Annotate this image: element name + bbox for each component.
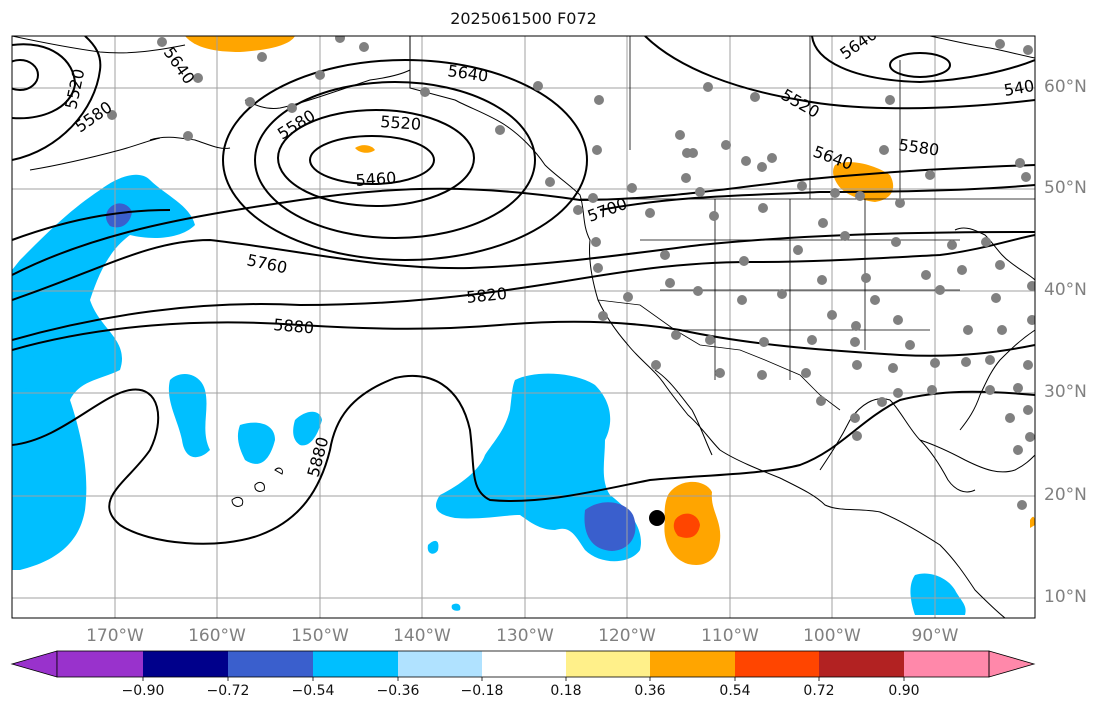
shading-strong-negative: [105, 203, 636, 551]
colorbar-min-extend: [10, 650, 58, 678]
colorbar-tick-label: 0.90: [888, 683, 920, 699]
shading-negative: [12, 174, 966, 615]
contour-label: 5520: [61, 67, 88, 111]
lon-label: 100°W: [803, 626, 861, 646]
lon-label: 110°W: [701, 626, 759, 646]
lon-label: 120°W: [598, 626, 656, 646]
graticule: [12, 36, 1035, 618]
station-markers: [107, 36, 1035, 510]
political-borders: [580, 36, 1035, 411]
lat-label: 60°N: [1044, 77, 1087, 97]
colorbar-tick-label: −0.36: [376, 683, 420, 699]
colorbar-tick-label: 0.36: [634, 683, 666, 699]
contour-label: 5640: [811, 142, 856, 174]
contour-label: 5640: [446, 61, 489, 85]
colorbar-tick-label: −0.54: [291, 683, 335, 699]
colorbar-tick-label: −0.72: [206, 683, 250, 699]
contour-label: 5640: [836, 24, 880, 63]
coastlines: [12, 36, 1035, 618]
lon-label: 160°W: [188, 626, 246, 646]
colorbar-tick-label: 0.54: [719, 683, 751, 699]
lat-label: 20°N: [1044, 485, 1087, 505]
colorbar-tick-label: −0.90: [121, 683, 165, 699]
contour-label: 5520: [380, 112, 422, 134]
lon-label: 90°W: [911, 626, 959, 646]
colorbar-max-extend: [988, 650, 1036, 678]
contour-label: 5880: [273, 315, 315, 337]
colorbar-tick-label: 0.18: [550, 683, 582, 699]
contour-label: 5640: [160, 43, 199, 87]
lat-label: 50°N: [1044, 178, 1087, 198]
height-contours: [12, 36, 1035, 545]
map-title: 2025061500 F072: [450, 9, 597, 28]
lon-label: 140°W: [393, 626, 451, 646]
contour-label: 5760: [245, 250, 289, 277]
contour-label: 5820: [465, 284, 507, 307]
contour-label: 540: [1002, 76, 1035, 100]
contour-label: 5460: [355, 168, 397, 190]
lat-label: 40°N: [1044, 280, 1087, 300]
lon-label: 150°W: [291, 626, 349, 646]
colorbar-tick-label: −0.18: [460, 683, 504, 699]
colorbar: [10, 650, 1036, 681]
contour-label: 5520: [778, 85, 823, 122]
colorbar-tick-label: 0.72: [803, 683, 835, 699]
contour-label: 5580: [274, 106, 319, 144]
contour-label: 5580: [897, 135, 940, 159]
lat-label: 30°N: [1044, 382, 1087, 402]
lon-label: 130°W: [496, 626, 554, 646]
lon-label: 170°W: [86, 626, 144, 646]
marker-dot: [649, 510, 665, 526]
map-frame: [11, 35, 1036, 619]
lat-label: 10°N: [1044, 587, 1087, 607]
